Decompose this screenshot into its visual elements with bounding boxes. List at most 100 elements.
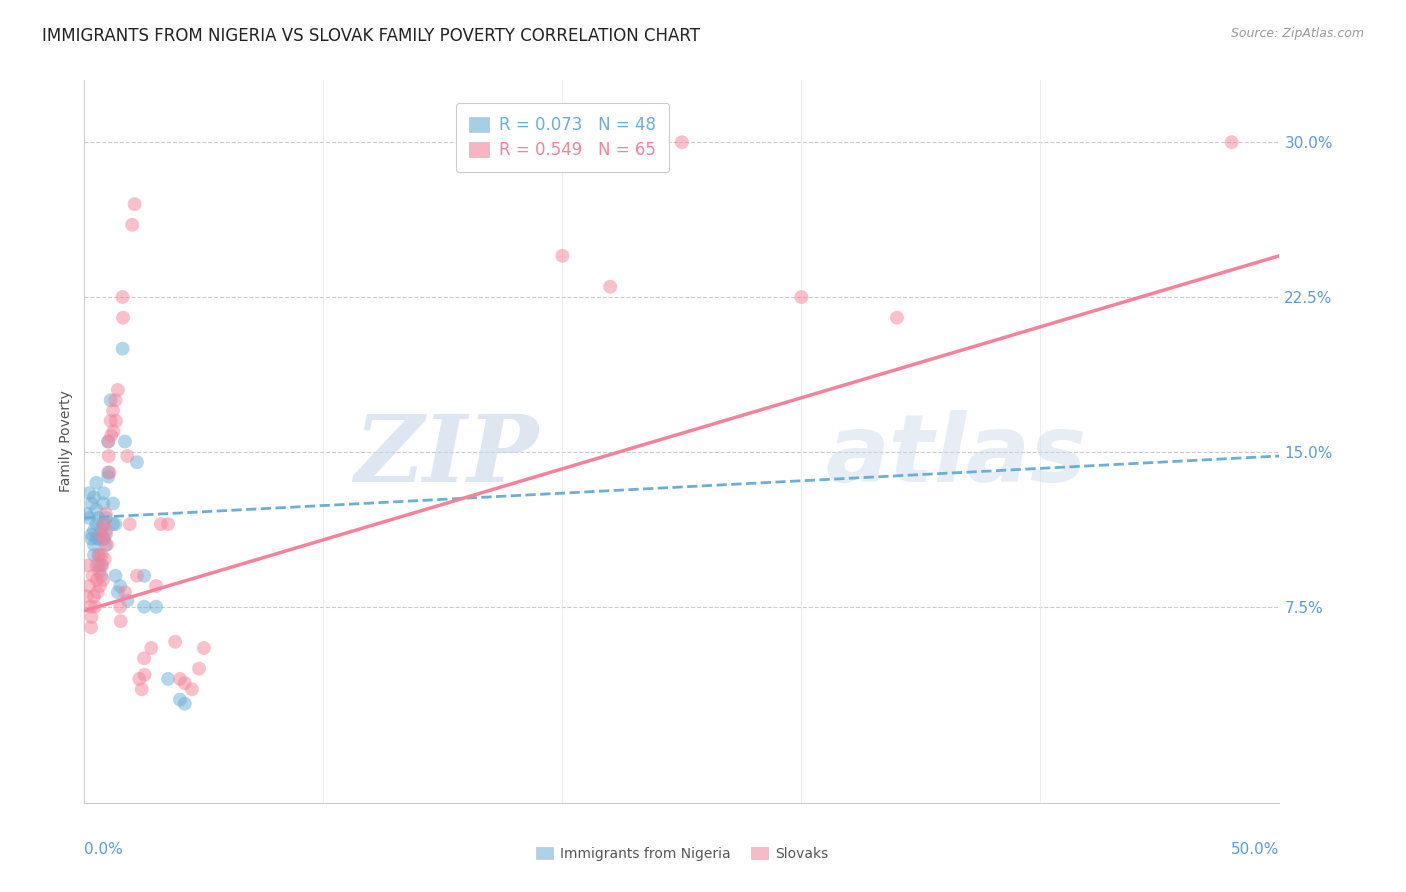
Point [188,662,211,676]
Point [82,568,104,582]
Point [86,475,108,490]
Point [114,585,136,599]
Point [104,393,127,408]
Point [93,517,115,532]
Point [86,573,108,587]
Point [91,558,114,573]
Text: IMMIGRANTS FROM NIGERIA VS SLOVAK FAMILY POVERTY CORRELATION CHART: IMMIGRANTS FROM NIGERIA VS SLOVAK FAMILY… [42,27,700,45]
Point [83,538,105,552]
Text: atlas: atlas [825,410,1087,502]
Point [87,532,110,546]
Point [125,455,148,469]
Text: Source: ZipAtlas.com: Source: ZipAtlas.com [1230,27,1364,40]
Point [77,486,100,500]
Point [98,466,121,480]
Point [134,668,156,682]
Point [599,279,621,293]
Point [96,524,118,538]
Point [80,527,103,541]
Point [107,383,129,397]
Point [101,496,124,510]
Point [97,434,120,449]
Point [101,517,124,532]
Point [104,517,127,532]
Point [89,565,111,579]
Point [110,614,132,628]
Point [1220,135,1243,149]
Point [132,568,156,582]
Point [125,568,148,582]
Point [131,682,153,697]
Point [100,414,122,428]
Point [114,434,136,449]
Point [84,599,107,614]
Point [193,640,215,655]
Point [141,640,163,655]
Point [104,568,127,582]
Point [112,310,135,325]
Point [83,548,105,562]
Point [132,599,156,614]
Point [83,524,105,538]
Point [173,676,195,690]
Point [80,496,103,510]
Point [110,579,132,593]
Point [86,585,108,599]
Point [90,568,112,582]
Point [111,342,134,356]
Point [77,558,100,573]
Point [165,634,187,648]
Legend: Immigrants from Nigeria, Slovaks: Immigrants from Nigeria, Slovaks [536,847,828,861]
Point [80,620,103,634]
Point [77,511,100,525]
Point [149,517,172,532]
Point [103,424,125,438]
Point [83,590,105,604]
Point [117,449,139,463]
Point [90,527,112,541]
Point [93,486,115,500]
Point [169,672,191,686]
Point [87,548,110,562]
Point [93,496,115,510]
Point [132,651,156,665]
Point [79,599,101,614]
Point [93,532,115,546]
Point [181,682,204,697]
Point [86,517,108,532]
Point [80,610,103,624]
Point [91,573,114,587]
Point [157,517,180,532]
Point [86,558,108,573]
Point [76,590,98,604]
Point [93,517,115,532]
Point [128,672,150,686]
Point [97,469,120,483]
Point [87,511,110,525]
Point [124,197,146,211]
Point [97,466,120,480]
Point [118,517,141,532]
Point [94,511,117,525]
Point [86,532,108,546]
Point [90,548,112,562]
Point [80,532,103,546]
Point [551,249,574,263]
Point [94,527,117,541]
Text: 50.0%: 50.0% [1232,842,1279,856]
Point [94,538,117,552]
Point [100,428,122,442]
Point [96,538,118,552]
Point [97,434,120,449]
Point [86,502,108,516]
Point [117,593,139,607]
Point [87,548,110,562]
Point [83,490,105,504]
Point [111,290,134,304]
Text: 0.0%: 0.0% [84,842,124,856]
Point [169,692,191,706]
Point [77,579,100,593]
Point [886,310,908,325]
Point [790,290,813,304]
Text: ZIP: ZIP [354,411,538,501]
